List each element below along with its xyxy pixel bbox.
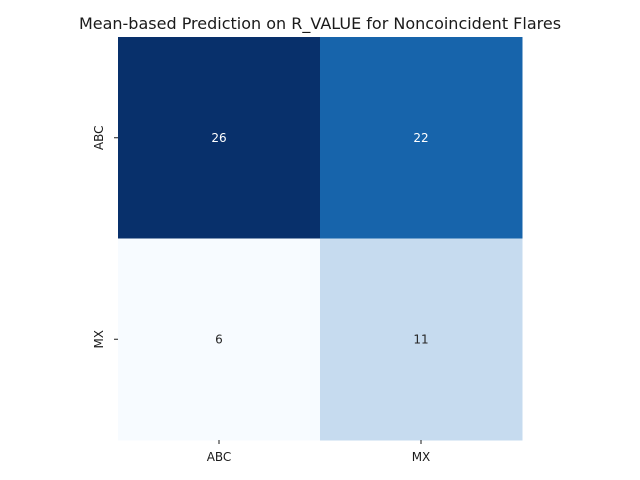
y-tick-label: ABC	[92, 125, 106, 150]
cell-value-label: 26	[211, 131, 226, 145]
y-tick-label: MX	[92, 330, 106, 349]
heatmap-cell	[320, 238, 523, 441]
heatmap-cell	[118, 238, 321, 441]
heatmap-cell	[320, 37, 523, 239]
y-axis: ABC MX	[92, 125, 118, 349]
cell-value-label: 6	[215, 332, 223, 346]
chart-title: Mean-based Prediction on R_VALUE for Non…	[79, 14, 561, 34]
x-tick-label: ABC	[207, 450, 232, 464]
heatmap-cell	[118, 37, 321, 239]
x-axis: ABC MX	[207, 440, 431, 464]
heatmap-cells	[118, 37, 523, 441]
cell-value-label: 11	[413, 332, 428, 346]
x-tick-label: MX	[412, 450, 431, 464]
heatmap-cell-labels: 26 22 6 11	[211, 131, 428, 347]
cell-value-label: 22	[413, 131, 428, 145]
